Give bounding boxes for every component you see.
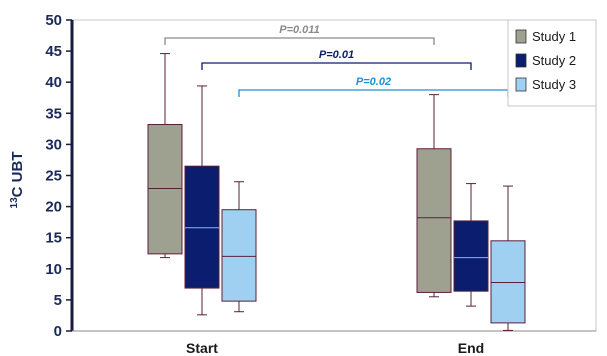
x-category-label: Start: [186, 340, 218, 356]
axes-layer: 0 5 10 15 20 25 30 35 40 45 50 Start End: [45, 12, 597, 356]
legend-swatch: [515, 29, 527, 44]
legend-label: Study 3: [532, 77, 576, 92]
y-tick-label: 35: [45, 105, 62, 122]
y-axis-label-text: C UBT: [9, 152, 26, 198]
y-tick-label: 25: [45, 168, 62, 185]
x-category-label: End: [458, 340, 484, 356]
y-tick-label: 40: [45, 74, 62, 91]
y-tick-label: 10: [45, 261, 62, 278]
box-rect: [416, 148, 452, 293]
significance-bracket: [238, 89, 509, 97]
legend: Study 1 Study 2 Study 3: [507, 19, 597, 107]
y-tick-label: 0: [54, 323, 62, 340]
legend-label: Study 1: [532, 29, 576, 44]
y-axis-label-superscript: 13: [9, 197, 20, 209]
significance-bracket: [164, 37, 435, 45]
box-rect: [147, 123, 183, 255]
box-rect: [184, 165, 220, 289]
significance-bracket: [201, 62, 472, 70]
y-tick-label: 5: [54, 292, 62, 309]
box-rect: [490, 240, 526, 324]
box-rect: [453, 220, 489, 292]
box-layer: [147, 53, 526, 331]
significance-annotations: P=0.011 P=0.01 P=0.02: [164, 24, 509, 97]
y-tick-label: 45: [45, 43, 62, 60]
legend-swatch: [515, 53, 527, 68]
box-rect: [221, 209, 257, 302]
p-value-label: P=0.02: [356, 76, 391, 88]
legend-swatch: [515, 77, 527, 92]
y-axis-label: 13C UBT: [9, 152, 26, 209]
p-value-label: P=0.011: [279, 24, 319, 36]
y-tick-label: 15: [45, 230, 62, 247]
y-tick-label: 30: [45, 136, 62, 153]
p-value-label: P=0.01: [319, 49, 354, 61]
legend-label: Study 2: [532, 53, 576, 68]
y-tick-label: 50: [45, 12, 62, 29]
y-tick-label: 20: [45, 199, 62, 216]
